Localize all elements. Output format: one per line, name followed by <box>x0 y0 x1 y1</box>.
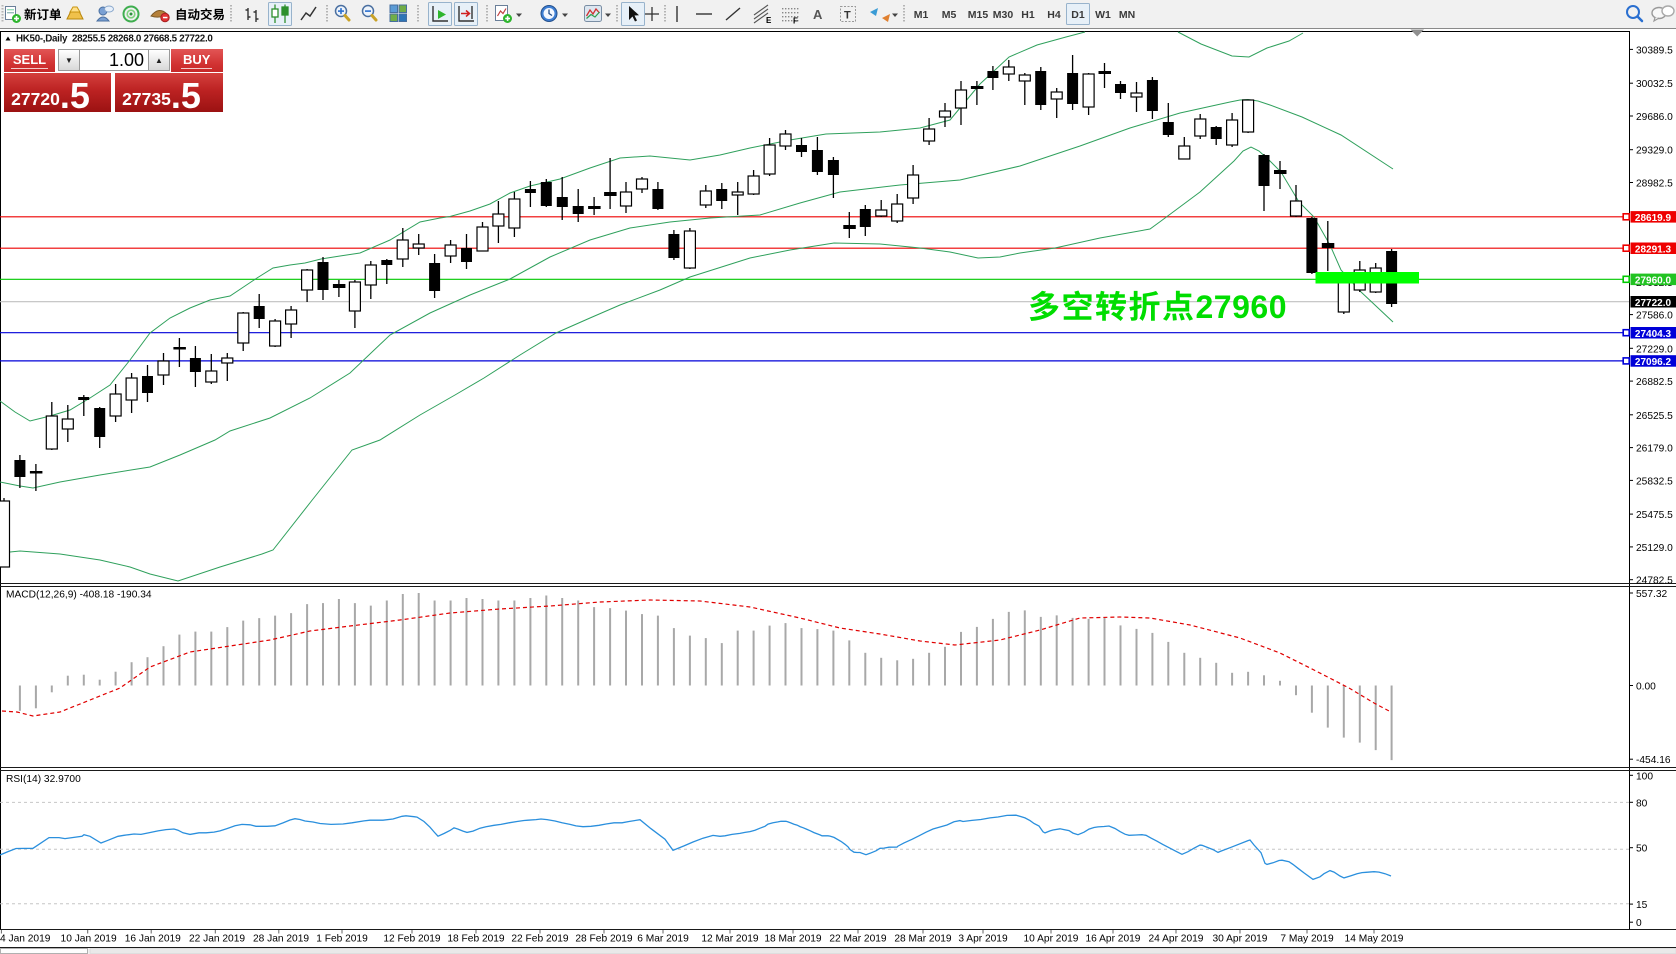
svg-text:22 Mar 2019: 22 Mar 2019 <box>829 934 887 945</box>
svg-text:27404.3: 27404.3 <box>1635 329 1672 340</box>
svg-text:-454.16: -454.16 <box>1636 755 1671 766</box>
svg-text:H4: H4 <box>1047 9 1061 21</box>
svg-text:30389.5: 30389.5 <box>1636 45 1673 56</box>
svg-text:29686.0: 29686.0 <box>1636 112 1673 123</box>
svg-text:100: 100 <box>1636 771 1653 782</box>
svg-text:28 Jan 2019: 28 Jan 2019 <box>253 934 309 945</box>
svg-text:M15: M15 <box>968 9 989 21</box>
svg-text:27960: 27960 <box>1196 289 1287 325</box>
svg-text:25475.5: 25475.5 <box>1636 510 1673 521</box>
svg-text:16 Apr 2019: 16 Apr 2019 <box>1086 934 1141 945</box>
svg-text:30032.5: 30032.5 <box>1636 79 1673 90</box>
svg-text:14 May 2019: 14 May 2019 <box>1345 934 1404 945</box>
svg-text:27586.0: 27586.0 <box>1636 311 1673 322</box>
svg-text:10 Jan 2019: 10 Jan 2019 <box>61 934 117 945</box>
svg-text:16 Jan 2019: 16 Jan 2019 <box>125 934 181 945</box>
svg-text:80: 80 <box>1636 798 1648 809</box>
svg-text:D1: D1 <box>1071 9 1085 21</box>
svg-text:28619.9: 28619.9 <box>1635 213 1672 224</box>
svg-text:27229.0: 27229.0 <box>1636 344 1673 355</box>
svg-text:25832.5: 25832.5 <box>1636 476 1673 487</box>
svg-text:27960.0: 27960.0 <box>1635 276 1672 287</box>
svg-text:RSI(14) 32.9700: RSI(14) 32.9700 <box>6 774 81 785</box>
svg-text:0.00: 0.00 <box>1636 682 1656 693</box>
svg-text:27096.2: 27096.2 <box>1635 357 1672 368</box>
svg-text:0: 0 <box>1636 918 1642 929</box>
svg-text:T: T <box>844 10 851 22</box>
svg-text:30 Apr 2019: 30 Apr 2019 <box>1213 934 1268 945</box>
svg-text:557.32: 557.32 <box>1636 589 1667 600</box>
svg-text:A: A <box>813 7 823 22</box>
svg-text:M1: M1 <box>914 9 929 21</box>
svg-text:4 Jan 2019: 4 Jan 2019 <box>0 934 51 945</box>
svg-text:12 Feb 2019: 12 Feb 2019 <box>383 934 441 945</box>
svg-text:E: E <box>766 16 772 25</box>
svg-text:M30: M30 <box>993 9 1014 21</box>
svg-text:25129.0: 25129.0 <box>1636 543 1673 554</box>
svg-text:29329.0: 29329.0 <box>1636 146 1673 157</box>
svg-text:F: F <box>793 17 798 26</box>
svg-text:15: 15 <box>1636 900 1648 911</box>
svg-text:27722.0: 27722.0 <box>1635 298 1672 309</box>
svg-text:28982.5: 28982.5 <box>1636 179 1673 190</box>
svg-text:26525.5: 26525.5 <box>1636 411 1673 422</box>
svg-text:12 Mar 2019: 12 Mar 2019 <box>701 934 759 945</box>
svg-text:HK50-,Daily 28255.5 28268.0 2: HK50-,Daily 28255.5 28268.0 27668.5 2772… <box>16 34 213 45</box>
svg-text:18 Feb 2019: 18 Feb 2019 <box>447 934 505 945</box>
svg-text:3 Apr 2019: 3 Apr 2019 <box>958 934 1008 945</box>
svg-text:W1: W1 <box>1095 9 1111 21</box>
svg-text:H1: H1 <box>1021 9 1035 21</box>
svg-text:18 Mar 2019: 18 Mar 2019 <box>764 934 822 945</box>
svg-text:MN: MN <box>1119 9 1135 21</box>
svg-text:24782.5: 24782.5 <box>1636 576 1673 587</box>
svg-text:MACD(12,26,9) -408.18 -190.34: MACD(12,26,9) -408.18 -190.34 <box>6 590 152 601</box>
svg-text:22 Feb 2019: 22 Feb 2019 <box>511 934 569 945</box>
svg-text:28 Mar 2019: 28 Mar 2019 <box>894 934 952 945</box>
svg-text:7 May 2019: 7 May 2019 <box>1280 934 1334 945</box>
svg-text:50: 50 <box>1636 844 1648 855</box>
svg-text:10 Apr 2019: 10 Apr 2019 <box>1024 934 1079 945</box>
svg-text:1 Feb 2019: 1 Feb 2019 <box>316 934 368 945</box>
svg-text:28291.3: 28291.3 <box>1635 244 1672 255</box>
svg-text:26179.0: 26179.0 <box>1636 444 1673 455</box>
svg-text:6 Mar 2019: 6 Mar 2019 <box>637 934 689 945</box>
svg-text:24 Apr 2019: 24 Apr 2019 <box>1149 934 1204 945</box>
svg-text:26882.5: 26882.5 <box>1636 377 1673 388</box>
svg-text:22 Jan 2019: 22 Jan 2019 <box>189 934 245 945</box>
svg-text:28 Feb 2019: 28 Feb 2019 <box>575 934 633 945</box>
svg-text:M5: M5 <box>942 9 957 21</box>
